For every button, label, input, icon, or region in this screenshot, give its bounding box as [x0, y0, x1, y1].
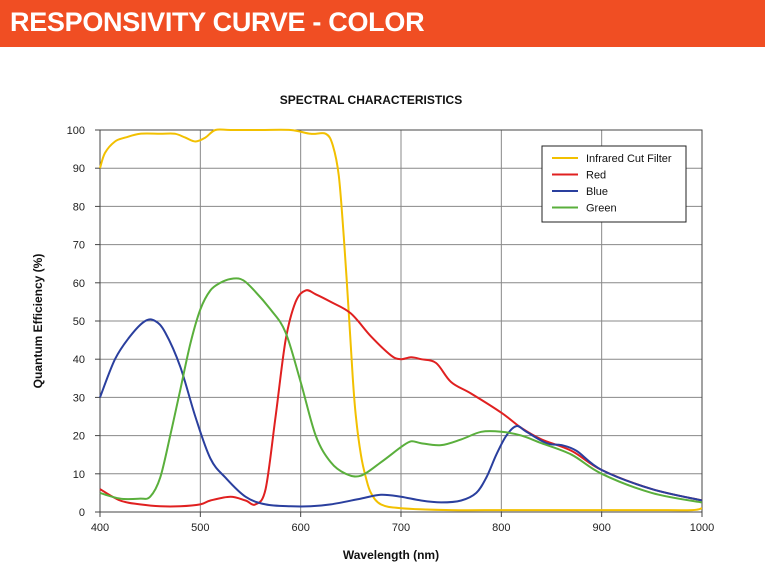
y-tick-label: 100: [67, 125, 85, 137]
y-tick-label: 80: [73, 201, 85, 213]
x-tick-label: 500: [191, 522, 209, 534]
legend-label-blue: Blue: [586, 186, 608, 198]
y-tick-label: 40: [73, 354, 85, 366]
y-tick-label: 90: [73, 163, 85, 175]
x-tick-label: 1000: [690, 522, 714, 534]
y-tick-label: 0: [79, 507, 85, 519]
chart-title: SPECTRAL CHARACTERISTICS: [280, 93, 462, 107]
page-title: RESPONSIVITY CURVE - COLOR: [10, 7, 425, 37]
axis-ticks: 400 500 600 700 800 900 1000 0 10 20 30 40 50 60 70 80 9…: [67, 125, 715, 534]
series-line-green: [99, 277, 703, 504]
x-tick-label: 400: [91, 522, 109, 534]
y-tick-label: 30: [73, 392, 85, 404]
series-line-infrared-cut-filter: [99, 128, 703, 512]
x-tick-label: 800: [492, 522, 510, 534]
x-tick-label: 900: [592, 522, 610, 534]
series-lines: [99, 128, 703, 512]
legend-label-red: Red: [586, 170, 606, 182]
x-tick-label: 700: [392, 522, 410, 534]
series-line-blue: [99, 318, 703, 508]
legend-label-green: Green: [586, 203, 617, 215]
x-axis-label: Wavelength (nm): [343, 548, 439, 562]
header-banner: RESPONSIVITY CURVE - COLOR: [0, 0, 765, 47]
x-tick-label: 600: [291, 522, 309, 534]
legend: Infrared Cut Filter Red Blue Green: [541, 145, 687, 223]
y-tick-label: 10: [73, 469, 85, 481]
series-line-red: [99, 289, 703, 508]
y-tick-label: 70: [73, 240, 85, 252]
y-tick-label: 50: [73, 316, 85, 328]
y-tick-label: 20: [73, 431, 85, 443]
y-tick-label: 60: [73, 278, 85, 290]
y-axis-label: Quantum Efficiency (%): [31, 254, 45, 389]
legend-label-infrared-cut-filter: Infrared Cut Filter: [586, 153, 672, 165]
